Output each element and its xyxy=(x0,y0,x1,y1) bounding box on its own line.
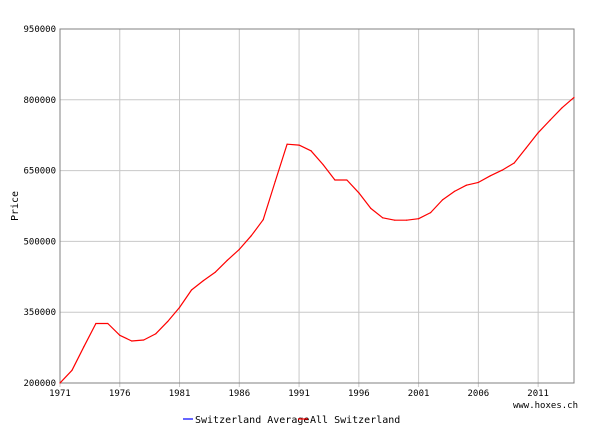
data-point xyxy=(190,289,193,291)
data-point xyxy=(214,271,216,273)
data-point xyxy=(59,382,61,384)
data-point xyxy=(238,248,240,251)
data-point xyxy=(525,147,527,149)
x-tick-label: 1976 xyxy=(109,389,131,399)
data-point xyxy=(477,181,479,183)
data-point xyxy=(71,369,73,371)
y-tick-label: 500000 xyxy=(23,237,56,247)
y-tick-label: 200000 xyxy=(23,379,56,389)
data-point xyxy=(286,143,288,145)
x-tick-label: 2011 xyxy=(527,389,549,399)
data-point xyxy=(453,190,456,192)
data-point xyxy=(262,219,264,221)
series-line-all-switzerland xyxy=(59,96,575,384)
x-tick-label: 1986 xyxy=(228,389,250,399)
data-point xyxy=(166,321,169,323)
legend-label-switzerland-average: Switzerland Average xyxy=(195,415,309,426)
data-point xyxy=(202,279,205,282)
data-point xyxy=(298,144,300,146)
x-tick-label: 1971 xyxy=(49,389,71,399)
y-tick-labels: 200000 350000 500000 650000 800000 950000 xyxy=(23,25,56,389)
x-gridlines xyxy=(59,29,539,387)
legend: Switzerland Average All Switzerland xyxy=(183,415,400,426)
y-axis-label: Price xyxy=(10,191,21,221)
data-point xyxy=(226,259,228,261)
data-point xyxy=(370,207,372,209)
data-point xyxy=(155,333,157,335)
data-point xyxy=(406,219,408,221)
data-point xyxy=(143,339,145,341)
data-point xyxy=(382,217,384,219)
data-point xyxy=(310,150,312,152)
data-point xyxy=(119,334,121,336)
x-tick-label: 1991 xyxy=(288,389,310,399)
data-point xyxy=(513,162,515,164)
data-point xyxy=(561,107,563,109)
data-point xyxy=(334,179,336,181)
data-point xyxy=(537,132,539,134)
watermark: www.hoxes.ch xyxy=(513,401,578,411)
data-point xyxy=(429,212,432,214)
data-point xyxy=(250,235,252,237)
data-point xyxy=(131,340,133,342)
data-point xyxy=(358,192,360,194)
data-point xyxy=(83,346,85,348)
data-point xyxy=(549,119,551,121)
data-point xyxy=(489,175,491,177)
data-point xyxy=(441,199,444,201)
y-tick-label: 950000 xyxy=(23,25,56,35)
data-point xyxy=(418,218,420,220)
data-point xyxy=(95,322,97,325)
plot-background xyxy=(60,29,574,383)
data-point xyxy=(178,306,181,309)
x-tick-labels: 1971 1976 1981 1986 1991 1996 2001 2006 2011 xyxy=(49,389,549,399)
x-tick-label: 2006 xyxy=(468,389,490,399)
data-point xyxy=(107,322,109,325)
data-point xyxy=(573,96,575,99)
y-tick-label: 650000 xyxy=(23,167,56,177)
data-point xyxy=(346,179,348,181)
y-tick-label: 800000 xyxy=(23,96,56,106)
data-point xyxy=(394,219,396,221)
data-point xyxy=(274,180,276,183)
data-point xyxy=(465,184,468,186)
legend-label-all-switzerland: All Switzerland xyxy=(310,415,400,426)
data-point xyxy=(322,163,324,166)
x-tick-label: 2001 xyxy=(408,389,430,399)
data-point xyxy=(501,169,503,171)
series-layer xyxy=(59,96,575,384)
x-tick-label: 1981 xyxy=(169,389,191,399)
plot-frame xyxy=(59,28,575,384)
x-tick-label: 1996 xyxy=(348,389,370,399)
y-tick-label: 350000 xyxy=(23,308,56,318)
